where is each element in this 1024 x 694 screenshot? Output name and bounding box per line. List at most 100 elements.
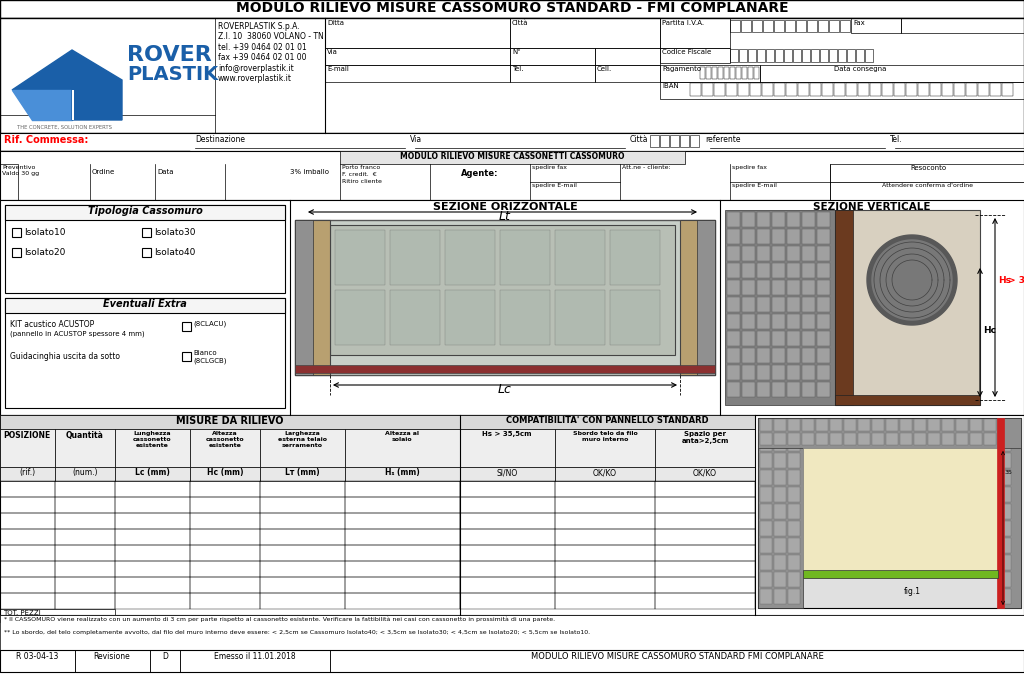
Text: Via: Via bbox=[327, 49, 338, 55]
Text: spedire fax: spedire fax bbox=[732, 165, 767, 170]
Bar bbox=[742, 297, 755, 312]
Bar bbox=[851, 18, 901, 33]
Bar bbox=[774, 572, 786, 587]
Bar bbox=[555, 481, 655, 497]
Bar bbox=[0, 513, 55, 529]
Bar bbox=[802, 331, 815, 346]
Bar bbox=[727, 314, 740, 329]
Text: 35: 35 bbox=[1005, 470, 1013, 475]
Bar bbox=[787, 382, 800, 397]
Bar bbox=[690, 83, 701, 96]
Bar bbox=[900, 433, 912, 445]
Bar bbox=[774, 487, 786, 502]
Bar bbox=[966, 83, 977, 96]
Text: Lunghezza
cassonetto
esistente: Lunghezza cassonetto esistente bbox=[133, 431, 171, 448]
Bar bbox=[510, 48, 595, 65]
Text: Isolato40: Isolato40 bbox=[154, 248, 196, 257]
Bar bbox=[115, 467, 190, 481]
Bar bbox=[115, 481, 190, 497]
Bar bbox=[817, 212, 830, 227]
Text: Lt: Lt bbox=[499, 210, 511, 223]
Text: Eventuali Extra: Eventuali Extra bbox=[103, 299, 187, 309]
Text: PLASTIK: PLASTIK bbox=[127, 65, 218, 84]
Text: Quantità: Quantità bbox=[67, 431, 104, 440]
Text: Resoconto: Resoconto bbox=[910, 165, 946, 171]
Bar bbox=[830, 164, 1024, 182]
Bar bbox=[730, 49, 738, 62]
Bar bbox=[190, 467, 260, 481]
Bar bbox=[796, 20, 806, 32]
Bar bbox=[460, 513, 555, 529]
Bar bbox=[725, 210, 835, 405]
Bar bbox=[774, 419, 786, 431]
Bar bbox=[793, 49, 801, 62]
Bar bbox=[190, 593, 260, 609]
Bar bbox=[345, 467, 460, 481]
Bar bbox=[55, 467, 115, 481]
Bar bbox=[736, 67, 741, 79]
Bar bbox=[390, 230, 440, 285]
Bar bbox=[817, 382, 830, 397]
Bar bbox=[787, 365, 800, 380]
Bar bbox=[655, 561, 755, 577]
Bar bbox=[742, 246, 755, 261]
Bar bbox=[775, 49, 783, 62]
Bar bbox=[742, 212, 755, 227]
Bar bbox=[655, 529, 755, 545]
Bar bbox=[0, 200, 1024, 415]
Bar bbox=[865, 49, 873, 62]
Bar bbox=[772, 348, 785, 363]
Text: MISURE DA RILIEVO: MISURE DA RILIEVO bbox=[176, 416, 284, 426]
Bar bbox=[984, 433, 996, 445]
Bar bbox=[858, 83, 869, 96]
Bar bbox=[999, 487, 1011, 502]
Bar bbox=[555, 230, 605, 285]
Text: Ditta: Ditta bbox=[327, 20, 344, 26]
Bar bbox=[510, 65, 595, 82]
Bar bbox=[748, 67, 753, 79]
Bar bbox=[802, 263, 815, 278]
Bar bbox=[900, 419, 912, 431]
Bar bbox=[914, 419, 926, 431]
Bar bbox=[760, 538, 772, 553]
Text: ROVERPLASTIK S.p.A.
Z.I. 10  38060 VOLANO - TN
tel. +39 0464 02 01 01
fax +39 04: ROVERPLASTIK S.p.A. Z.I. 10 38060 VOLANO… bbox=[218, 22, 324, 83]
Bar bbox=[817, 348, 830, 363]
Bar bbox=[650, 135, 659, 147]
Text: ROVER: ROVER bbox=[127, 45, 212, 65]
Text: Preventivo
Valdo 30 gg: Preventivo Valdo 30 gg bbox=[2, 165, 39, 176]
Bar bbox=[772, 314, 785, 329]
Bar bbox=[774, 555, 786, 570]
Bar bbox=[55, 529, 115, 545]
Bar bbox=[802, 348, 815, 363]
Bar bbox=[802, 382, 815, 397]
Bar bbox=[0, 164, 18, 200]
Bar bbox=[774, 504, 786, 519]
Bar bbox=[714, 83, 725, 96]
Text: 3% imballo: 3% imballo bbox=[290, 169, 329, 175]
Bar bbox=[500, 290, 550, 345]
Bar bbox=[928, 419, 940, 431]
Text: Isolato30: Isolato30 bbox=[154, 228, 196, 237]
Bar bbox=[445, 290, 495, 345]
Bar bbox=[999, 572, 1011, 587]
Bar bbox=[0, 615, 1024, 650]
Bar bbox=[390, 290, 440, 345]
Bar bbox=[190, 529, 260, 545]
Bar bbox=[835, 395, 980, 405]
Bar bbox=[830, 419, 842, 431]
Text: Hs: Hs bbox=[998, 276, 1011, 285]
Bar bbox=[787, 297, 800, 312]
Text: spedire E-mail: spedire E-mail bbox=[532, 183, 577, 188]
Bar bbox=[0, 561, 55, 577]
Bar bbox=[762, 83, 773, 96]
Bar bbox=[260, 545, 345, 561]
Bar bbox=[928, 433, 940, 445]
Bar bbox=[727, 263, 740, 278]
Bar bbox=[788, 436, 800, 451]
Bar bbox=[788, 419, 800, 434]
Bar bbox=[0, 133, 1024, 151]
Bar bbox=[788, 521, 800, 536]
Bar bbox=[460, 545, 555, 561]
Text: Attendere conferma d'ordine: Attendere conferma d'ordine bbox=[883, 183, 974, 188]
Text: Rif. Commessa:: Rif. Commessa: bbox=[4, 135, 88, 145]
